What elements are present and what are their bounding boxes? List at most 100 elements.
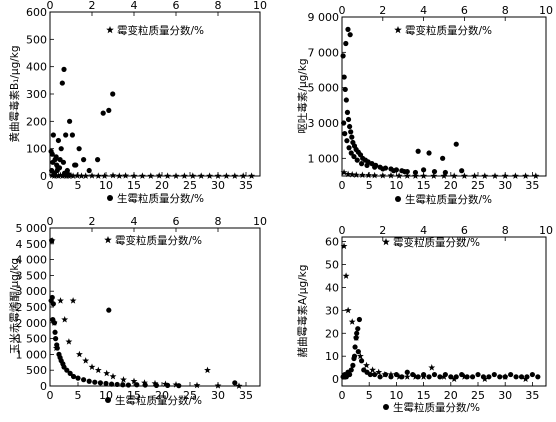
x-bottom-tick-label: 5 — [75, 179, 82, 192]
star-point — [122, 172, 130, 179]
circle-point — [377, 374, 383, 380]
star-point — [61, 316, 69, 323]
x-top-tick-label: 10 — [253, 215, 267, 228]
x-top-tick-label: 2 — [379, 224, 386, 237]
circle-point — [69, 132, 75, 138]
circle-point — [345, 26, 351, 32]
circle-point — [125, 382, 131, 388]
circle-point — [415, 148, 421, 154]
circle-point — [58, 146, 64, 152]
legend-star-marker — [394, 26, 402, 34]
star-point — [193, 381, 201, 389]
x-bottom-tick-label: 20 — [155, 389, 169, 402]
x-bottom-tick-label: 10 — [99, 179, 113, 192]
star-point — [82, 172, 90, 179]
circle-point — [529, 371, 536, 378]
x-top-tick-label: 0 — [339, 224, 346, 237]
legend-star-label: 霉变粒质量分数/% — [117, 24, 204, 37]
circle-point — [346, 145, 352, 151]
star-point — [428, 364, 436, 371]
chart-panel-2: 0 5 10 15 20 25 30 35 0 2 4 6 8 10 1 000 3 000 5 000 7 00… — [296, 4, 553, 206]
x-top-tick-label: 2 — [89, 215, 96, 228]
legend-circle-label: 生霉粒质量分数/% — [405, 193, 492, 206]
star-point — [348, 318, 356, 325]
x-bottom-tick-label: 15 — [417, 179, 431, 192]
x-bottom-tick-label: 35 — [239, 389, 253, 402]
y-axis-label: 玉米赤霉烯酮/μg/kg — [8, 258, 21, 354]
star-point — [501, 373, 509, 380]
y-tick-label: 5 000 — [16, 222, 48, 235]
circle-point — [50, 301, 56, 307]
star-point — [130, 172, 138, 179]
star-point — [151, 379, 159, 387]
circle-point — [475, 371, 481, 378]
x-top-tick-label: 6 — [461, 4, 468, 17]
x-bottom-tick-label: 0 — [339, 389, 346, 402]
circle-point — [81, 377, 87, 383]
legend-circle-marker — [383, 404, 389, 410]
circle-point — [358, 358, 365, 364]
star-point — [109, 171, 117, 179]
star-point — [88, 363, 96, 370]
star-point — [75, 350, 83, 358]
star-point — [73, 172, 81, 179]
star-point — [50, 319, 58, 326]
circle-point — [54, 342, 60, 348]
star-point — [358, 171, 366, 179]
star-point — [420, 373, 428, 380]
circle-point — [497, 374, 503, 380]
circle-point — [60, 159, 67, 165]
circle-point — [348, 367, 354, 373]
circle-point — [60, 361, 66, 367]
x-bottom-tick-label: 35 — [525, 389, 539, 402]
circle-point — [348, 129, 354, 135]
star-point — [197, 172, 205, 179]
star-point — [189, 172, 197, 179]
circle-point — [345, 116, 352, 123]
star-point — [115, 172, 123, 179]
x-top-tick-label: 2 — [89, 0, 96, 12]
y-tick-label: 1 000 — [308, 152, 340, 165]
y-axis-label: 赭曲霉毒素A/μg/kg — [296, 265, 309, 358]
x-bottom-tick-label: 0 — [47, 389, 54, 402]
x-bottom-tick-label: 0 — [339, 179, 346, 192]
circle-point — [109, 381, 115, 387]
circle-point — [97, 380, 103, 386]
legend-circle-marker — [107, 195, 113, 201]
circle-point — [356, 316, 363, 323]
star-point — [491, 172, 499, 179]
circle-point — [347, 123, 353, 130]
star-point — [141, 379, 148, 386]
y-tick-label: 100 — [26, 143, 47, 156]
circle-point — [437, 374, 443, 380]
x-top-tick-label: 4 — [131, 215, 138, 228]
circle-point — [61, 66, 67, 72]
legend-star-label: 霉变粒质量分数/% — [393, 236, 480, 249]
circle-point — [401, 168, 408, 175]
star-point — [522, 375, 530, 383]
star-point — [460, 373, 468, 380]
x-top-tick-label: 0 — [339, 4, 346, 17]
star-point — [342, 272, 350, 279]
circle-point — [52, 329, 58, 335]
circle-point — [67, 370, 73, 376]
legend-star-marker — [104, 236, 112, 244]
x-bottom-tick-label: 30 — [211, 179, 225, 192]
circle-point — [49, 151, 55, 157]
y-tick-label: 0 — [332, 373, 339, 386]
star-point — [532, 172, 540, 179]
y-tick-label: 50 — [325, 259, 339, 272]
circle-point — [53, 154, 59, 160]
x-top-tick-label: 2 — [379, 4, 386, 17]
x-top-tick-label: 6 — [173, 0, 180, 12]
star-point — [138, 172, 146, 179]
circle-point — [341, 74, 347, 80]
x-bottom-tick-label: 5 — [366, 179, 373, 192]
star-point — [235, 382, 243, 389]
circle-point — [343, 40, 349, 47]
circle-point — [64, 367, 70, 373]
y-tick-label: 60 — [325, 236, 339, 249]
star-point — [387, 370, 395, 378]
chart-panel-4: 0 5 10 15 20 25 30 35 0 2 4 6 8 10 0 10 20 30 40 50 60 赭曲霉毒素A… — [296, 224, 553, 414]
